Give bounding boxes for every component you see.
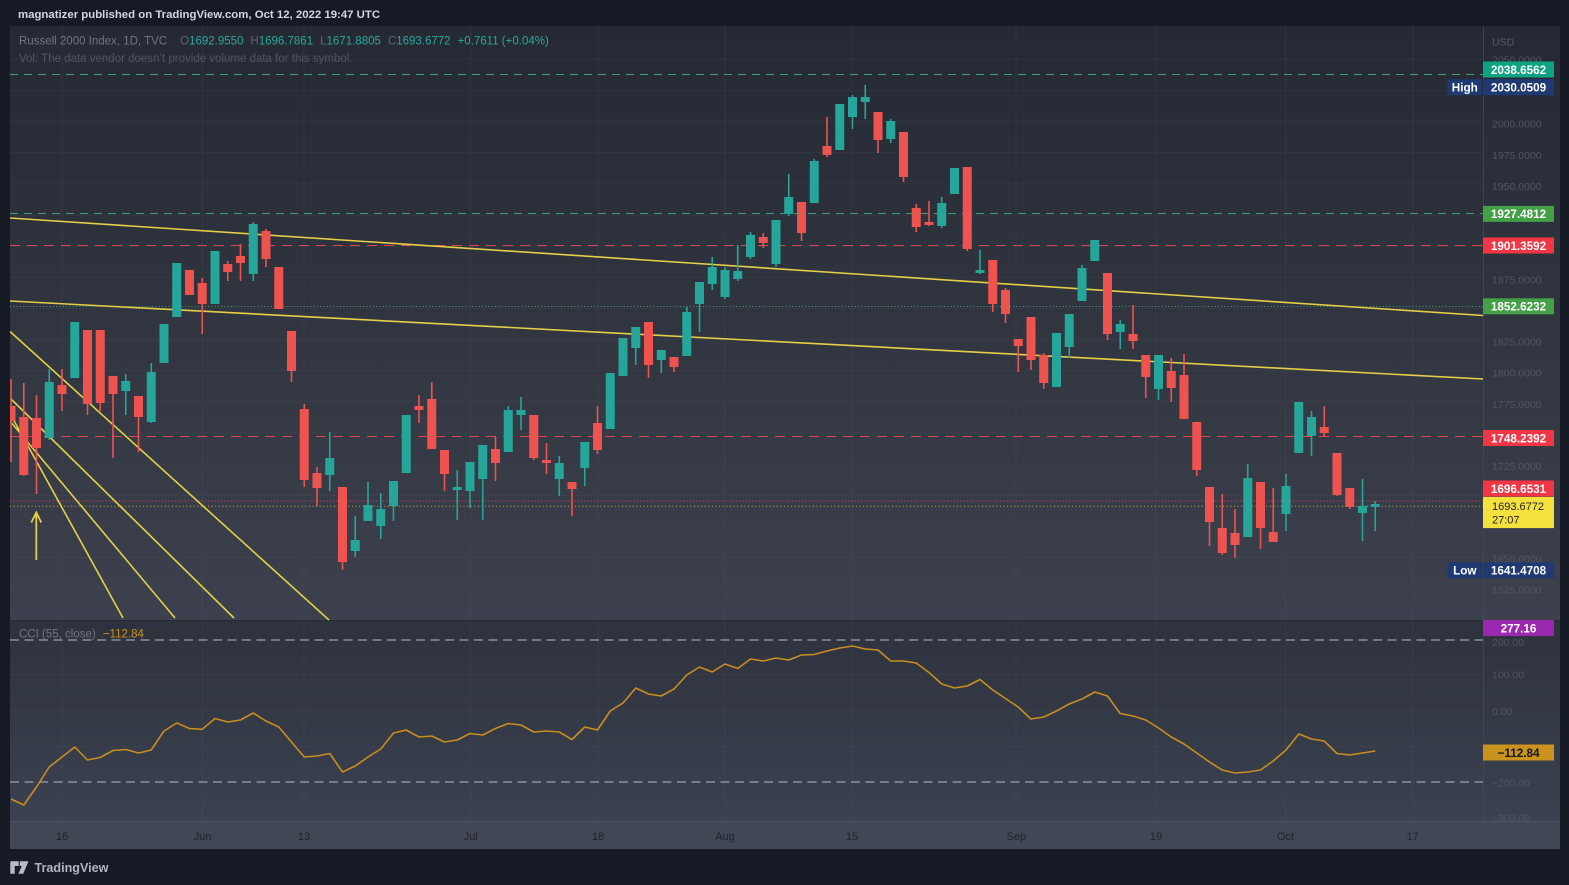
svg-text:277.16: 277.16 — [1501, 622, 1537, 635]
svg-text:CCI (55, close) −112.84: CCI (55, close) −112.84 — [19, 629, 145, 641]
svg-text:2038.6562: 2038.6562 — [1491, 64, 1547, 77]
svg-text:16: 16 — [56, 831, 68, 843]
svg-text:19: 19 — [1150, 831, 1162, 843]
svg-text:TradingView: TradingView — [35, 861, 109, 875]
svg-text:1825.0000: 1825.0000 — [1492, 337, 1542, 349]
svg-text:1725.0000: 1725.0000 — [1492, 461, 1542, 473]
svg-text:−300.00: −300.00 — [1492, 813, 1530, 825]
svg-text:Vol: The data vendor doesn’t p: Vol: The data vendor doesn’t provide vol… — [19, 53, 352, 65]
svg-text:Low: Low — [1453, 565, 1477, 578]
svg-text:1641.4708: 1641.4708 — [1491, 565, 1547, 578]
svg-text:High: High — [1452, 82, 1478, 95]
svg-text:Aug: Aug — [715, 831, 735, 843]
svg-text:2000.0000: 2000.0000 — [1492, 118, 1542, 130]
svg-text:Jun: Jun — [194, 831, 212, 843]
svg-text:USD: USD — [1492, 36, 1515, 48]
svg-text:−112.84: −112.84 — [1498, 747, 1540, 760]
svg-text:13: 13 — [298, 831, 310, 843]
svg-text:1800.0000: 1800.0000 — [1492, 368, 1542, 380]
svg-text:1875.0000: 1875.0000 — [1492, 274, 1542, 286]
svg-text:0.00: 0.00 — [1492, 706, 1513, 718]
svg-text:100.00: 100.00 — [1492, 670, 1524, 682]
svg-text:18: 18 — [592, 831, 604, 843]
svg-text:Jul: Jul — [464, 831, 478, 843]
svg-text:1696.6531: 1696.6531 — [1491, 483, 1547, 496]
svg-text:1625.0000: 1625.0000 — [1492, 585, 1542, 597]
svg-text:1693.6772: 1693.6772 — [1492, 501, 1544, 513]
svg-text:15: 15 — [846, 831, 858, 843]
svg-text:1975.0000: 1975.0000 — [1492, 150, 1542, 162]
svg-text:1950.0000: 1950.0000 — [1492, 181, 1542, 193]
svg-text:−200.00: −200.00 — [1492, 777, 1530, 789]
svg-text:17: 17 — [1406, 831, 1418, 843]
svg-text:2030.0509: 2030.0509 — [1491, 82, 1547, 95]
svg-text:magnatizer published on Tradin: magnatizer published on TradingView.com,… — [18, 9, 380, 21]
svg-text:1852.6232: 1852.6232 — [1491, 301, 1547, 314]
svg-text:1748.2392: 1748.2392 — [1491, 432, 1547, 445]
svg-text:200.00: 200.00 — [1492, 637, 1524, 649]
svg-text:Sep: Sep — [1007, 831, 1027, 843]
svg-text:1775.0000: 1775.0000 — [1492, 399, 1542, 411]
svg-text:Oct: Oct — [1277, 831, 1294, 843]
svg-text:1901.3592: 1901.3592 — [1491, 240, 1547, 253]
svg-text:1927.4812: 1927.4812 — [1491, 208, 1547, 221]
svg-text:27:07: 27:07 — [1492, 514, 1520, 526]
